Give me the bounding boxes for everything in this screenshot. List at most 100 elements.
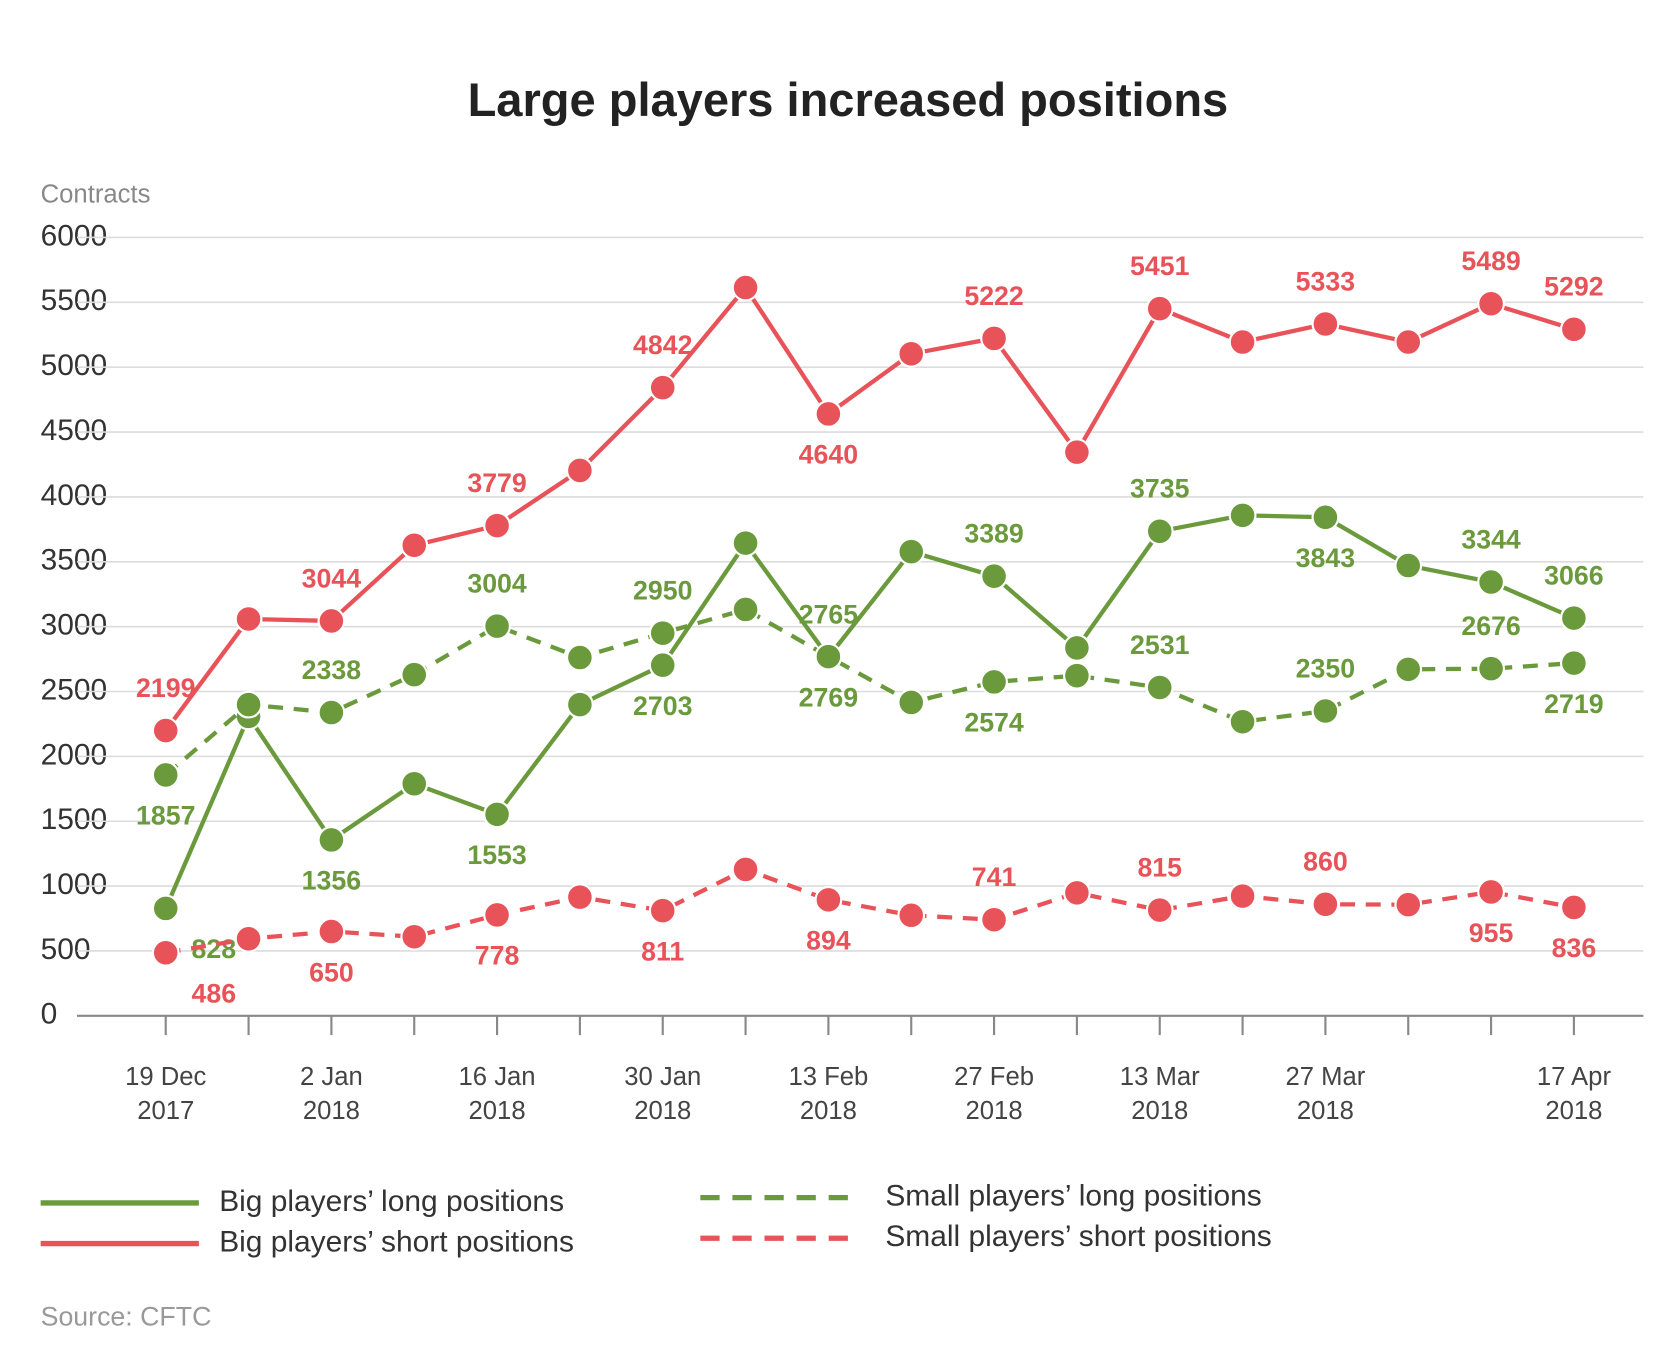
x-tick-label-line: 13 Feb	[788, 1063, 868, 1091]
data-point	[1063, 661, 1091, 690]
data-point	[317, 607, 346, 635]
data-point	[1228, 328, 1257, 356]
y-tick-label: 4000	[41, 479, 108, 512]
data-label: 815	[1137, 853, 1182, 883]
x-tick-label: 30 Jan 2018	[624, 1063, 701, 1125]
x-tick-label-line: 2018	[1545, 1097, 1602, 1125]
y-tick-label: 0	[41, 998, 58, 1031]
data-label: 5292	[1544, 272, 1603, 302]
data-point	[648, 373, 677, 402]
data-label: 3735	[1130, 474, 1190, 504]
y-tick-label: 1000	[41, 868, 108, 901]
data-point	[731, 273, 760, 302]
data-label: 1356	[302, 866, 361, 896]
data-point	[1477, 289, 1505, 318]
data-point	[1063, 634, 1091, 662]
data-label: 860	[1303, 847, 1348, 877]
data-point	[1477, 878, 1505, 906]
data-label: 2676	[1461, 611, 1520, 641]
data-point	[1145, 294, 1174, 323]
x-tick-label-line: 2 Jan	[300, 1063, 363, 1091]
data-point	[1311, 697, 1340, 725]
data-point	[814, 642, 843, 671]
series-line	[165, 867, 1575, 955]
data-label: 3843	[1296, 543, 1355, 573]
data-point	[980, 324, 1008, 353]
data-point	[483, 511, 511, 540]
data-point	[400, 660, 429, 689]
data-point	[483, 800, 511, 829]
data-label: 3389	[964, 519, 1023, 549]
data-point	[897, 537, 926, 566]
data-label: 2719	[1544, 689, 1603, 719]
legend-label: Small players’ long positions	[885, 1180, 1261, 1213]
data-label: 5451	[1130, 251, 1190, 281]
x-tick-label-line: 27 Mar	[1285, 1063, 1365, 1091]
x-tick-label-line: 2017	[137, 1097, 194, 1125]
data-point	[1560, 315, 1588, 344]
data-label: 955	[1469, 918, 1514, 948]
data-point	[648, 619, 677, 648]
legend-label: Big players’ short positions	[219, 1225, 574, 1258]
y-tick-label: 6000	[41, 219, 108, 252]
data-point	[317, 826, 346, 854]
data-point	[234, 690, 263, 719]
data-point	[151, 761, 180, 789]
x-tick-label: 27 Feb 2018	[954, 1063, 1034, 1125]
data-label: 3779	[467, 468, 526, 498]
data-label: 2338	[302, 655, 362, 685]
y-tick-label: 3000	[41, 609, 108, 642]
data-point	[317, 917, 346, 946]
data-point	[731, 529, 760, 557]
data-point	[566, 883, 594, 912]
data-point	[1311, 310, 1340, 338]
data-point	[1228, 501, 1257, 530]
data-label: 2199	[136, 673, 195, 703]
x-tick-label-line: 2018	[800, 1097, 857, 1125]
data-point	[980, 905, 1008, 934]
x-tick-label-line: 16 Jan	[459, 1063, 536, 1091]
data-label: 3004	[467, 569, 527, 599]
data-point	[400, 531, 429, 560]
y-tick-label: 4500	[41, 414, 108, 447]
data-point	[1560, 604, 1588, 632]
data-point	[151, 894, 180, 923]
data-point	[1228, 707, 1257, 736]
data-point	[151, 716, 180, 745]
chart-title: Large players increased positions	[468, 73, 1229, 126]
data-point	[980, 668, 1008, 696]
data-label: 2350	[1296, 653, 1355, 683]
data-point	[1145, 517, 1174, 546]
data-label: 650	[309, 957, 354, 987]
x-tick-label: 17 Apr 2018	[1537, 1063, 1612, 1125]
data-point	[897, 339, 926, 368]
data-point	[731, 855, 760, 884]
x-tick-label: 2 Jan 2018	[300, 1063, 363, 1125]
y-tick-label: 1500	[41, 803, 108, 836]
data-point	[1145, 896, 1174, 925]
data-label: 1857	[136, 801, 195, 831]
data-point	[1394, 551, 1423, 580]
data-label: 2950	[633, 576, 692, 606]
data-point	[1228, 882, 1257, 910]
data-label: 4640	[799, 440, 858, 470]
source: Source: CFTC	[41, 1301, 212, 1331]
data-point	[400, 922, 429, 951]
data-label: 3344	[1461, 524, 1521, 554]
legend-label: Small players’ short positions	[885, 1220, 1271, 1253]
y-tick-label: 5500	[41, 284, 108, 317]
data-label: 3066	[1544, 561, 1603, 591]
data-label: 741	[972, 862, 1017, 892]
y-tick-label: 3500	[41, 544, 108, 577]
x-tick-label-line: 27 Feb	[954, 1063, 1034, 1091]
data-point	[1394, 328, 1423, 356]
data-point	[1311, 890, 1340, 919]
legend-label: Big players’ long positions	[219, 1185, 564, 1218]
data-point	[648, 896, 677, 925]
series-line	[163, 513, 1575, 910]
data-point	[1477, 568, 1505, 596]
data-label: 836	[1552, 933, 1597, 963]
data-point	[1560, 893, 1588, 922]
x-tick-label-line: 30 Jan	[624, 1063, 701, 1091]
